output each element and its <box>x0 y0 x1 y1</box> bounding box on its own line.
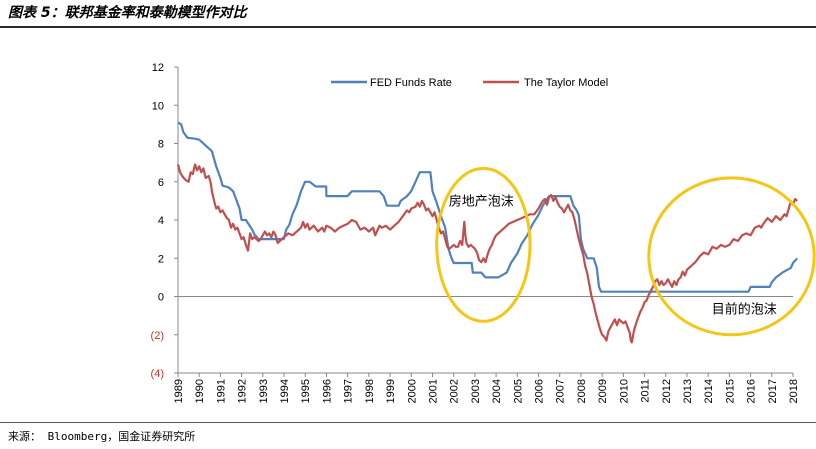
title-rule <box>0 26 816 28</box>
y-tick-label: 8 <box>158 139 164 151</box>
source-note: 来源： Bloomberg，国金证券研究所 <box>8 430 196 443</box>
x-tick-label: 2016 <box>746 379 758 403</box>
source-rule <box>0 422 816 423</box>
x-tick-label: 2010 <box>618 379 630 403</box>
x-tick-label: 2007 <box>555 379 567 403</box>
x-tick-label: 2018 <box>788 379 800 403</box>
x-tick-label: 1993 <box>258 379 270 403</box>
x-tick-label: 1997 <box>343 379 355 403</box>
y-tick-label: (4) <box>151 368 164 380</box>
x-tick-label: 2014 <box>703 379 715 403</box>
y-tick-label: 12 <box>152 62 164 74</box>
highlight-ellipse-2 <box>647 176 816 337</box>
x-tick-label: 2005 <box>512 379 524 403</box>
x-tick-label: 2003 <box>470 379 482 403</box>
x-tick-label: 1990 <box>194 379 206 403</box>
x-tick-label: 2012 <box>661 379 673 403</box>
y-tick-label: 0 <box>158 292 164 304</box>
figure-title: 图表 5：联邦基金率和泰勒模型作对比 <box>8 5 247 21</box>
x-tick-label: 2013 <box>682 379 694 403</box>
x-tick-label: 2004 <box>491 379 503 403</box>
x-tick-label: 2006 <box>534 379 546 403</box>
x-tick-label: 1998 <box>364 379 376 403</box>
x-tick-label: 2008 <box>576 379 588 403</box>
x-tick-label: 1989 <box>173 379 185 403</box>
x-tick-label: 1992 <box>237 379 249 403</box>
x-tick-label: 2001 <box>427 379 439 403</box>
series-line-fed-funds-rate <box>177 121 799 293</box>
legend-label-fed-funds-rate: FED Funds Rate <box>370 77 452 89</box>
series-line-taylor-model <box>176 163 798 344</box>
x-tick-label: 2009 <box>597 379 609 403</box>
x-tick-label: 2017 <box>767 379 779 403</box>
x-tick-label: 1995 <box>300 379 312 403</box>
y-tick-label: 2 <box>158 253 164 265</box>
annotation-current-bubble: 目前的泡沫 <box>712 302 777 318</box>
highlight-ellipse-1 <box>435 166 532 323</box>
x-tick-label: 2000 <box>406 379 418 403</box>
x-tick-label: 2011 <box>640 379 652 403</box>
x-tick-label: 1996 <box>321 379 333 403</box>
x-tick-label: 1999 <box>385 379 397 403</box>
x-tick-label: 2015 <box>724 379 736 403</box>
x-tick-label: 1994 <box>279 379 291 403</box>
legend-label-taylor-model: The Taylor Model <box>524 77 608 89</box>
y-tick-label: 6 <box>158 177 164 189</box>
y-tick-label: 10 <box>152 100 164 112</box>
x-tick-label: 2002 <box>449 379 461 403</box>
annotation-housing-bubble: 房地产泡沫 <box>449 194 514 210</box>
y-tick-label: (2) <box>151 330 164 342</box>
x-tick-label: 1991 <box>215 379 227 403</box>
y-tick-label: 4 <box>158 215 164 227</box>
